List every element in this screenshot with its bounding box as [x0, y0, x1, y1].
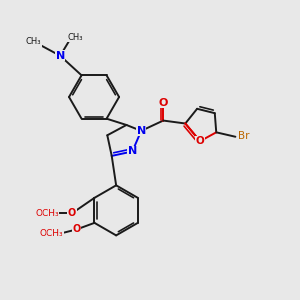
Text: O: O: [159, 98, 168, 108]
Text: N: N: [128, 146, 137, 157]
Text: Br: Br: [238, 131, 249, 141]
Text: OCH₃: OCH₃: [35, 209, 59, 218]
Text: CH₃: CH₃: [67, 33, 83, 42]
Text: N: N: [56, 51, 65, 61]
Text: O: O: [68, 208, 76, 218]
Text: OCH₃: OCH₃: [40, 230, 63, 238]
Text: O: O: [196, 136, 204, 146]
Text: CH₃: CH₃: [26, 38, 41, 46]
Text: N: N: [136, 126, 146, 136]
Text: O: O: [72, 224, 80, 235]
